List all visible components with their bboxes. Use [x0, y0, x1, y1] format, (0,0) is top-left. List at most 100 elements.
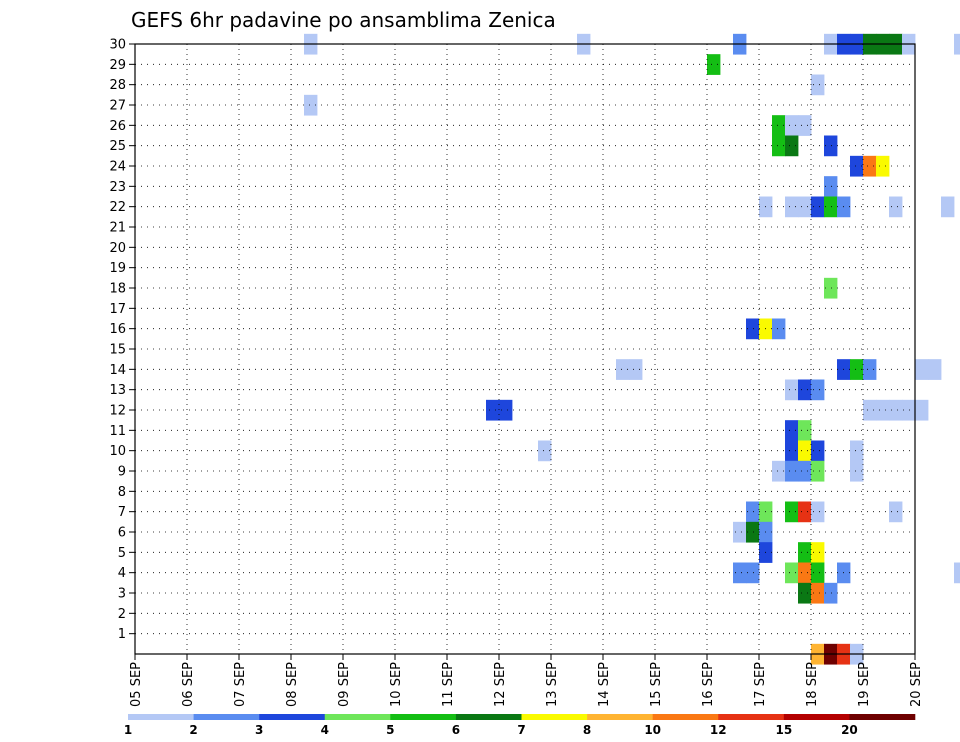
legend-swatch: [521, 714, 588, 720]
legend-label: 4: [321, 723, 329, 737]
y-tick-label: 24: [109, 160, 126, 175]
heatmap-cell: [798, 440, 812, 462]
heatmap-cell: [798, 460, 812, 482]
heatmap-cell: [746, 562, 760, 584]
legend-swatch: [652, 714, 719, 720]
x-tick-label: 19 SEP: [857, 662, 872, 707]
legend-label: 20: [841, 723, 858, 737]
heatmap-cell: [785, 196, 799, 218]
heatmap-cell: [733, 521, 747, 543]
legend-label: 8: [583, 723, 591, 737]
y-tick-label: 11: [109, 424, 126, 439]
y-tick-label: 30: [109, 38, 126, 53]
heatmap-cell: [785, 379, 799, 401]
heatmap-cell: [785, 460, 799, 482]
heatmap-cell: [824, 196, 838, 218]
heatmap-cell: [499, 399, 513, 421]
heatmap-cell: [785, 501, 799, 523]
heatmap-cell: [824, 277, 838, 299]
y-tick-label: 23: [109, 180, 126, 195]
heatmap-cell: [486, 399, 500, 421]
x-tick-label: 13 SEP: [545, 662, 560, 707]
heatmap-cell: [850, 460, 864, 482]
legend-label: 3: [255, 723, 263, 737]
legend-label: 6: [452, 723, 460, 737]
legend-label: 5: [386, 723, 394, 737]
y-axis: 1234567891011121314151617181920212223242…: [109, 38, 135, 642]
grid-lines: [135, 44, 915, 654]
y-tick-label: 8: [118, 485, 126, 500]
heatmap-cell: [824, 176, 838, 197]
y-tick-label: 20: [109, 241, 126, 256]
x-tick-label: 18 SEP: [805, 662, 820, 707]
heatmap-cell: [889, 501, 903, 523]
legend-swatch: [783, 714, 850, 720]
heatmap-cell: [915, 359, 929, 380]
y-tick-label: 9: [118, 465, 126, 480]
x-tick-label: 16 SEP: [701, 662, 716, 707]
heatmap-cell: [785, 420, 799, 441]
heatmap-cell: [811, 562, 825, 584]
heatmap-cell: [824, 582, 838, 604]
heatmap-cell: [798, 562, 812, 584]
y-tick-label: 4: [118, 566, 126, 581]
heatmap-cell: [811, 379, 825, 401]
heatmap-cell: [850, 155, 864, 177]
legend-swatch: [718, 714, 785, 720]
legend-swatch: [193, 714, 260, 720]
heatmap-cell: [850, 440, 864, 462]
legend-label: 7: [517, 723, 525, 737]
heatmap-cell: [863, 359, 877, 380]
legend-label: 12: [710, 723, 727, 737]
y-tick-label: 3: [118, 587, 126, 602]
y-tick-label: 6: [118, 526, 126, 541]
heatmap-cell: [850, 359, 864, 380]
y-tick-label: 2: [118, 607, 126, 622]
heatmap-cell: [811, 196, 825, 218]
x-tick-label: 11 SEP: [441, 662, 456, 707]
heatmap-cell: [863, 399, 877, 421]
legend-label: 15: [775, 723, 792, 737]
y-tick-label: 29: [109, 58, 126, 73]
y-tick-label: 7: [118, 505, 126, 520]
heatmap-cell: [811, 440, 825, 462]
heatmap-cell: [772, 318, 786, 340]
heatmap-cell: [915, 399, 929, 421]
heatmap-cell: [954, 33, 960, 55]
y-tick-label: 1: [118, 627, 126, 642]
heatmap-cell: [798, 115, 812, 136]
heatmap-cell: [941, 196, 955, 218]
heatmap-cell: [811, 542, 825, 563]
y-tick-label: 19: [109, 261, 126, 276]
x-axis: 05 SEP 06 SEP 07 SEP 08 SEP 09 SEP 10 SEP 11 S…: [129, 654, 924, 707]
heatmap-cell: [889, 196, 903, 218]
heatmap-cell: [876, 155, 890, 177]
legend-swatch: [259, 714, 326, 720]
legend-swatch: [324, 714, 391, 720]
y-tick-label: 27: [109, 99, 126, 114]
y-tick-label: 18: [109, 282, 126, 297]
heatmap-cell: [889, 399, 903, 421]
y-tick-label: 21: [109, 221, 126, 236]
heatmap-cell: [746, 521, 760, 543]
heatmap-cell: [798, 542, 812, 563]
heatmap-cell: [811, 582, 825, 604]
legend-swatch: [587, 714, 653, 720]
heatmap-cell: [772, 115, 786, 136]
heatmap-cell: [785, 562, 799, 584]
legend-label: 1: [124, 723, 132, 737]
y-tick-label: 13: [109, 383, 126, 398]
heatmap-cell: [616, 359, 630, 380]
heatmap-cell: [824, 135, 838, 157]
heatmap-cell: [811, 460, 825, 482]
heatmap-cell: [538, 440, 552, 462]
heatmap-cell: [785, 440, 799, 462]
x-tick-label: 20 SEP: [909, 662, 924, 707]
x-tick-label: 10 SEP: [389, 662, 404, 707]
heatmap-cell: [954, 562, 960, 584]
y-tick-label: 5: [118, 546, 126, 561]
legend-swatch: [849, 714, 916, 720]
legend-label: 2: [189, 723, 197, 737]
x-tick-label: 15 SEP: [649, 662, 664, 707]
